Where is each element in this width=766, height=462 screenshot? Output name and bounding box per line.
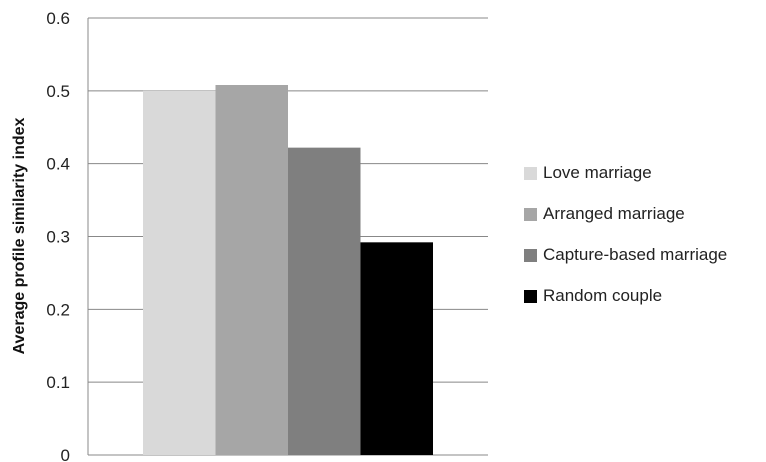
- legend-item-capture: Capture-based marriage: [524, 245, 727, 265]
- bar-capture: [288, 147, 361, 456]
- y-tick-label-2: 0.2: [46, 300, 70, 319]
- legend-label-love: Love marriage: [543, 163, 652, 182]
- y-tick-label-1: 0.1: [46, 373, 70, 392]
- y-tick-label-5: 0.5: [46, 82, 70, 101]
- y-tick-label-6: 0.6: [46, 9, 70, 28]
- legend-label-arranged: Arranged marriage: [543, 204, 685, 223]
- bars: [143, 85, 433, 456]
- legend: Love marriage Arranged marriage Capture-…: [524, 163, 727, 327]
- bar-random: [360, 242, 433, 455]
- y-tick-label-3: 0.3: [46, 228, 70, 247]
- y-tick-label-0: 0: [61, 446, 70, 462]
- legend-swatch-random: [524, 289, 537, 303]
- legend-swatch-arranged: [524, 207, 537, 221]
- y-axis-label: Average profile similarity index: [11, 117, 28, 354]
- bar-arranged: [215, 85, 288, 456]
- legend-label-capture: Capture-based marriage: [543, 245, 728, 264]
- y-tick-labels: 0 0.1 0.2 0.3 0.4 0.5 0.6: [46, 9, 70, 462]
- y-tick-label-4: 0.4: [46, 155, 70, 174]
- legend-swatch-capture: [524, 248, 537, 262]
- legend-swatch-love: [524, 166, 537, 180]
- legend-item-love: Love marriage: [524, 163, 727, 183]
- legend-item-arranged: Arranged marriage: [524, 204, 727, 224]
- legend-label-random: Random couple: [543, 286, 663, 305]
- legend-item-random: Random couple: [524, 286, 727, 306]
- bar-love: [143, 90, 216, 455]
